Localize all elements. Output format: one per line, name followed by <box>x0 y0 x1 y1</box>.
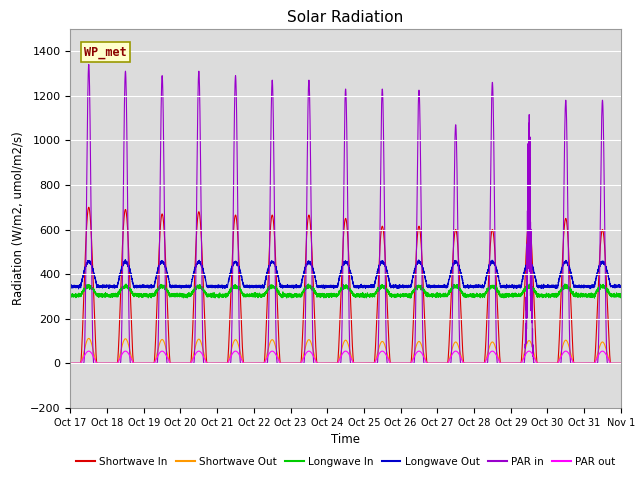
PAR out <box>500 360 508 366</box>
Shortwave In <box>85 204 93 210</box>
Text: WP_met: WP_met <box>84 46 127 59</box>
Line: PAR in: PAR in <box>70 64 621 363</box>
Longwave Out <box>273 267 280 273</box>
PAR in <box>85 61 93 67</box>
Shortwave In <box>500 360 508 366</box>
Longwave Out <box>500 284 508 289</box>
Longwave In <box>179 291 186 297</box>
Shortwave Out <box>67 360 74 366</box>
Longwave Out <box>67 282 74 288</box>
Shortwave Out <box>422 357 429 363</box>
PAR out <box>273 353 280 359</box>
Longwave In <box>273 287 280 293</box>
PAR in <box>67 360 74 366</box>
PAR out <box>422 358 429 363</box>
Line: PAR out: PAR out <box>70 351 621 363</box>
Longwave Out <box>184 283 192 289</box>
Shortwave Out <box>617 360 625 366</box>
Longwave Out <box>615 283 623 288</box>
Title: Solar Radiation: Solar Radiation <box>287 10 404 25</box>
Longwave In <box>500 291 508 297</box>
Shortwave In <box>615 360 623 366</box>
Shortwave Out <box>273 348 280 353</box>
Legend: Shortwave In, Shortwave Out, Longwave In, Longwave Out, PAR in, PAR out: Shortwave In, Shortwave Out, Longwave In… <box>72 453 619 471</box>
Shortwave In <box>422 339 429 345</box>
Line: Shortwave Out: Shortwave Out <box>70 338 621 363</box>
Longwave In <box>561 281 569 287</box>
PAR in <box>184 360 192 366</box>
Y-axis label: Radiation (W/m2, umol/m2/s): Radiation (W/m2, umol/m2/s) <box>12 132 24 305</box>
Shortwave In <box>617 360 625 366</box>
PAR in <box>615 360 623 366</box>
Longwave Out <box>122 257 129 263</box>
PAR in <box>179 360 186 366</box>
Longwave In <box>67 292 74 298</box>
PAR out <box>179 360 186 366</box>
Line: Longwave Out: Longwave Out <box>70 260 621 289</box>
Longwave In <box>422 288 429 294</box>
PAR out <box>617 360 625 366</box>
Longwave In <box>591 295 598 301</box>
Shortwave Out <box>500 360 508 366</box>
Longwave In <box>184 293 192 299</box>
Shortwave In <box>184 360 192 366</box>
Longwave Out <box>617 284 625 289</box>
PAR in <box>273 351 280 357</box>
Longwave Out <box>422 277 429 283</box>
Shortwave In <box>179 360 186 366</box>
Shortwave Out <box>615 360 623 366</box>
Shortwave Out <box>179 360 186 366</box>
Line: Shortwave In: Shortwave In <box>70 207 621 363</box>
PAR in <box>422 360 429 366</box>
PAR in <box>500 360 508 366</box>
PAR out <box>184 360 192 366</box>
Shortwave Out <box>85 336 93 341</box>
Shortwave Out <box>184 360 192 366</box>
Shortwave In <box>67 360 74 366</box>
X-axis label: Time: Time <box>331 433 360 446</box>
PAR in <box>617 360 625 366</box>
PAR out <box>67 360 74 366</box>
PAR out <box>615 360 623 366</box>
Longwave In <box>615 293 623 299</box>
PAR out <box>85 348 93 354</box>
Longwave Out <box>75 286 83 292</box>
Line: Longwave In: Longwave In <box>70 284 621 298</box>
Shortwave In <box>273 279 280 285</box>
Longwave In <box>617 293 625 299</box>
Longwave Out <box>179 283 186 288</box>
